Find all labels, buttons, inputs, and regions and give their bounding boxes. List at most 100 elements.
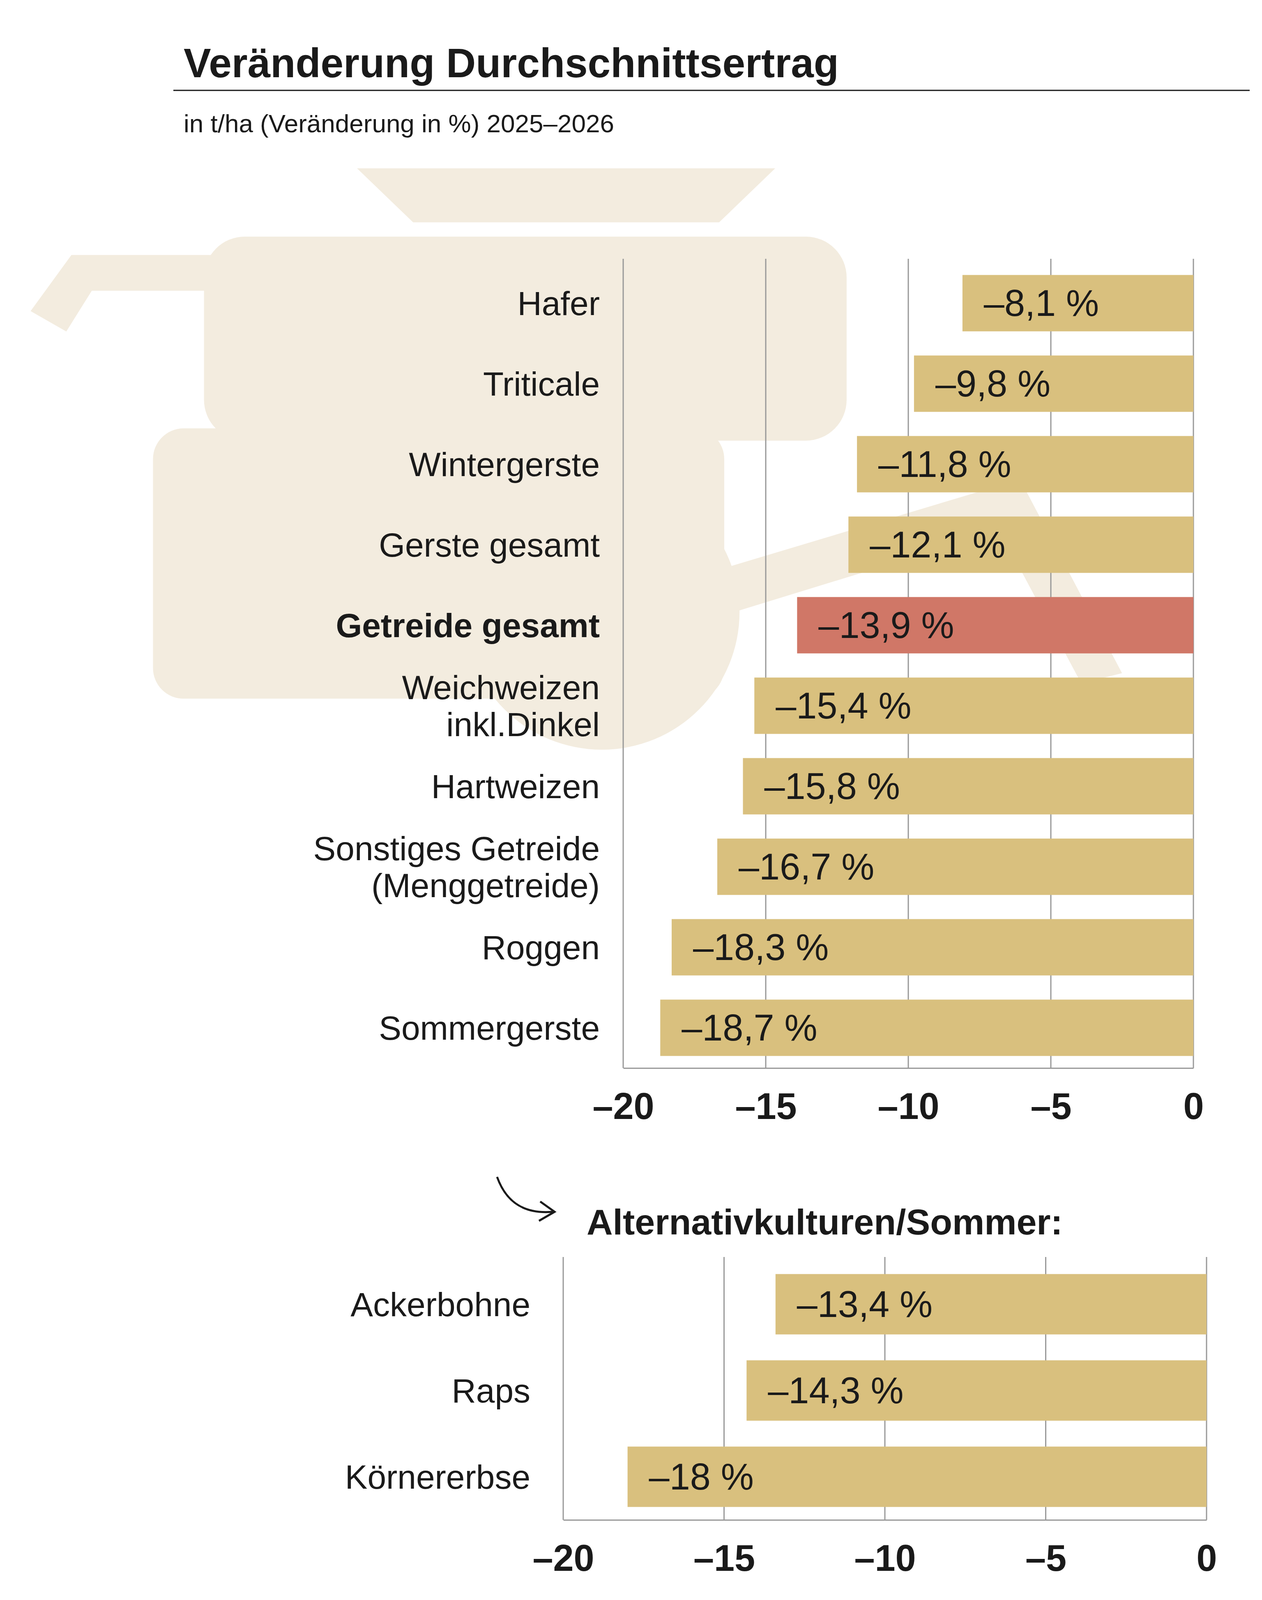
background-illustration	[30, 168, 1122, 750]
data-label: –15,8 %	[764, 765, 900, 807]
label-line: Ackerbohne	[350, 1285, 531, 1324]
label-line: Raps	[451, 1372, 531, 1410]
data-labels: –13,4 % –14,3 % –18 %	[649, 1283, 933, 1498]
grid-line	[622, 258, 625, 1069]
category-label: Getreide gesamt	[335, 606, 600, 645]
data-label: –13,9 %	[818, 604, 954, 646]
tick: –20	[592, 1068, 655, 1127]
category-label: Weichweizeninkl.Dinkel	[401, 668, 600, 744]
category-label: Gerste gesamt	[378, 526, 600, 564]
tick: –10	[877, 1068, 940, 1127]
tick-label: –10	[877, 1085, 940, 1127]
data-label: –9,8 %	[935, 363, 1051, 405]
category-label: Körnererbse	[345, 1458, 531, 1496]
tick: –5	[1025, 1519, 1067, 1579]
data-label: –18,7 %	[681, 1007, 818, 1049]
category-labels: Hafer Triticale Wintergerste Gerste gesamt G…	[313, 284, 601, 1047]
label-line: Sommergerste	[378, 1009, 600, 1047]
label-line: Triticale	[483, 365, 600, 403]
data-label: –14,3 %	[767, 1370, 904, 1412]
data-label: –11,8 %	[878, 443, 1012, 485]
tick-label: –10	[854, 1537, 916, 1579]
bar	[627, 1446, 1207, 1508]
axis-line	[623, 1067, 1194, 1069]
tick-label: –15	[693, 1537, 756, 1579]
tick: –5	[1030, 1068, 1072, 1127]
x-axis: –20 –15 –10 –5 0	[532, 1519, 1217, 1579]
tick-label: –20	[592, 1085, 655, 1127]
title-rule	[173, 89, 1250, 92]
category-label: Roggen	[481, 928, 600, 967]
tick-label: –15	[734, 1085, 797, 1127]
category-labels: Ackerbohne Raps Körnererbse	[345, 1285, 531, 1496]
bar	[742, 757, 1194, 815]
x-axis: –20 –15 –10 –5 0	[592, 1068, 1204, 1127]
category-label: Hartweizen	[431, 767, 600, 806]
chart-panel: –8,1 % –9,8 % –11,8 % –12,1 % –13,9 % –15,4 %…	[313, 258, 1205, 1127]
bar	[796, 596, 1194, 654]
chart-panel: –13,4 % –14,3 % –18 % Ackerbohne Raps Körnere…	[345, 1257, 1218, 1579]
tick: –10	[854, 1519, 916, 1579]
category-label: Wintergerste	[408, 445, 600, 484]
bar	[660, 999, 1194, 1056]
label-line: Roggen	[481, 928, 600, 967]
tick: 0	[1183, 1068, 1204, 1127]
axis-line	[563, 1519, 1207, 1521]
deco-hopper	[356, 168, 776, 223]
deco-body	[204, 236, 847, 441]
label-line: Getreide gesamt	[335, 606, 600, 645]
bars	[627, 1274, 1207, 1508]
arrow	[497, 1176, 553, 1213]
label-line: inkl.Dinkel	[446, 705, 600, 744]
bar	[914, 355, 1194, 412]
tick-label: –20	[532, 1537, 595, 1579]
section-title: Alternativkulturen/Sommer:	[586, 1201, 1063, 1243]
tick-label: 0	[1183, 1085, 1204, 1127]
category-label: Sommergerste	[378, 1009, 600, 1047]
tick-label: –5	[1030, 1085, 1072, 1127]
tick: 0	[1196, 1519, 1217, 1579]
label-line: Hafer	[517, 284, 600, 323]
chart-canvas: Veränderung Durchschnittsertrag in t/ha (…	[0, 0, 1262, 1600]
label-line: (Menggetreide)	[371, 866, 600, 905]
bar	[671, 918, 1194, 976]
bar	[717, 838, 1194, 895]
label-line: Körnererbse	[345, 1458, 531, 1496]
grid	[563, 1257, 1207, 1520]
tick: –15	[734, 1068, 797, 1127]
title: Veränderung Durchschnittsertrag	[183, 39, 839, 86]
tick-label: 0	[1196, 1537, 1217, 1579]
bars	[660, 274, 1194, 1056]
label-line: Gerste gesamt	[378, 526, 600, 564]
subtitle: in t/ha (Veränderung in %) 2025–2026	[183, 109, 615, 138]
data-label: –16,7 %	[738, 846, 875, 888]
data-label: –18 %	[649, 1456, 754, 1498]
bar	[775, 1274, 1207, 1335]
label-line: Sonstiges Getreide	[313, 829, 600, 868]
data-label: –15,4 %	[775, 685, 912, 727]
deco-pipe	[30, 255, 215, 332]
label-line: Hartweizen	[431, 767, 600, 806]
data-labels: –8,1 % –9,8 % –11,8 % –12,1 % –13,9 % –15,4 %…	[681, 282, 1099, 1049]
category-label: Ackerbohne	[350, 1285, 531, 1324]
bar	[848, 516, 1194, 573]
tick-label: –5	[1025, 1537, 1067, 1579]
label-line: Wintergerste	[408, 445, 600, 484]
deco-wheel	[154, 537, 314, 697]
data-label: –8,1 %	[983, 282, 1099, 324]
category-label: Sonstiges Getreide(Menggetreide)	[313, 829, 600, 905]
category-label: Hafer	[517, 284, 600, 323]
label-line: Weichweizen	[401, 668, 600, 707]
bar	[856, 435, 1194, 493]
category-label: Triticale	[483, 365, 600, 403]
tick: –15	[693, 1519, 756, 1579]
bar	[962, 274, 1194, 332]
data-label: –18,3 %	[693, 926, 829, 968]
tick: –20	[532, 1519, 595, 1579]
bar	[754, 677, 1194, 734]
data-label: –12,1 %	[869, 524, 1006, 566]
grid-line	[562, 1257, 565, 1520]
grid	[623, 258, 1194, 1069]
category-label: Raps	[451, 1372, 531, 1410]
data-label: –13,4 %	[796, 1283, 933, 1325]
